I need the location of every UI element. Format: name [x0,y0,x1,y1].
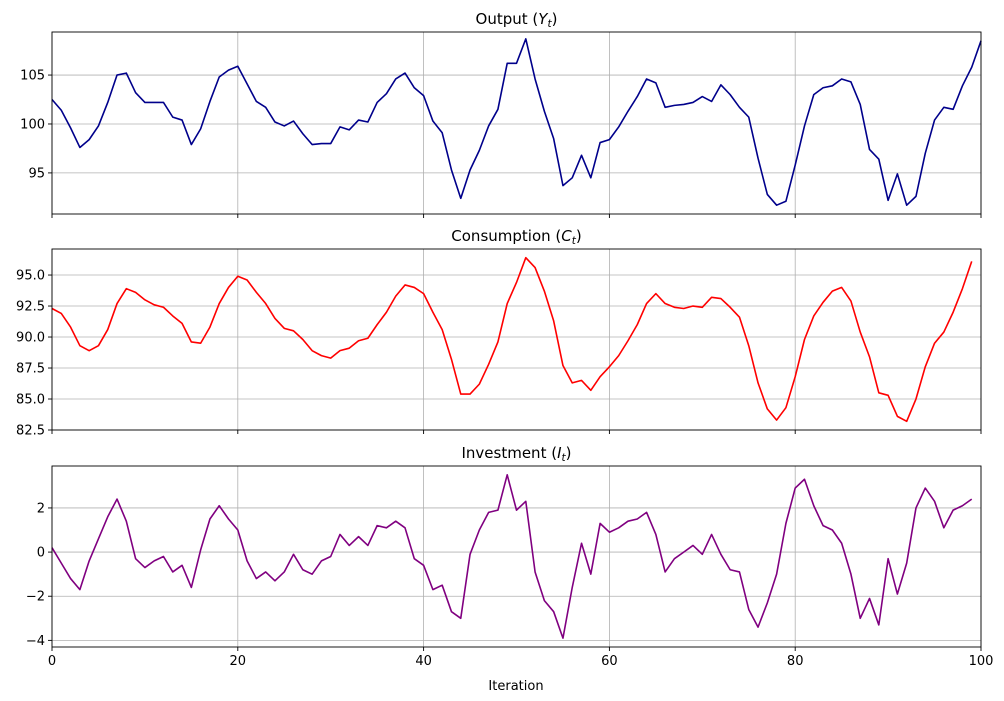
axes-frame [51,465,982,648]
subplot-2: 82.5 85.0 87.5 90.0 92.5 95.0 Consumption (Ct) [16,227,982,439]
plot-area [52,249,981,430]
subplot-1: 95 100 105 Output (Yt) [20,10,982,218]
y-tick-label: 2 [37,501,45,516]
x-tick-label: 100 [969,654,994,669]
series-line [51,474,973,639]
y-tick-label: 95 [28,166,45,181]
y-tick-label: 92.5 [16,300,45,315]
axes-frame [51,31,982,215]
y-tick-label: −4 [26,634,45,649]
axes-frame [51,248,982,431]
subplot-title: Investment (It) [461,444,571,464]
x-tick-label: 0 [48,654,56,669]
subplots: 95 100 105 Output (Yt) 82.5 85.0 87.5 90.0 92.5 9… [16,10,993,669]
x-axis-label: Iteration [488,679,543,694]
y-tick-label: 87.5 [16,362,45,377]
plot-area [52,466,981,647]
plot-area [52,32,981,214]
y-tick-label: 100 [20,117,45,132]
y-tick-label: 105 [20,69,45,84]
y-tick-label: 82.5 [16,424,45,439]
x-tick-label: 20 [230,654,247,669]
y-tick-label: 85.0 [16,393,45,408]
x-tick-label: 80 [787,654,804,669]
x-tick-label: 40 [415,654,432,669]
subplot-title: Output (Yt) [476,10,558,30]
y-tick-label: 0 [37,546,45,561]
y-tick-label: 95.0 [16,269,45,284]
y-tick-label: 90.0 [16,331,45,346]
series-line [51,256,973,423]
x-tick-label: 60 [601,654,618,669]
series-line [51,38,982,206]
y-tick-label: −2 [26,590,45,605]
subplot-title: Consumption (Ct) [451,227,581,247]
